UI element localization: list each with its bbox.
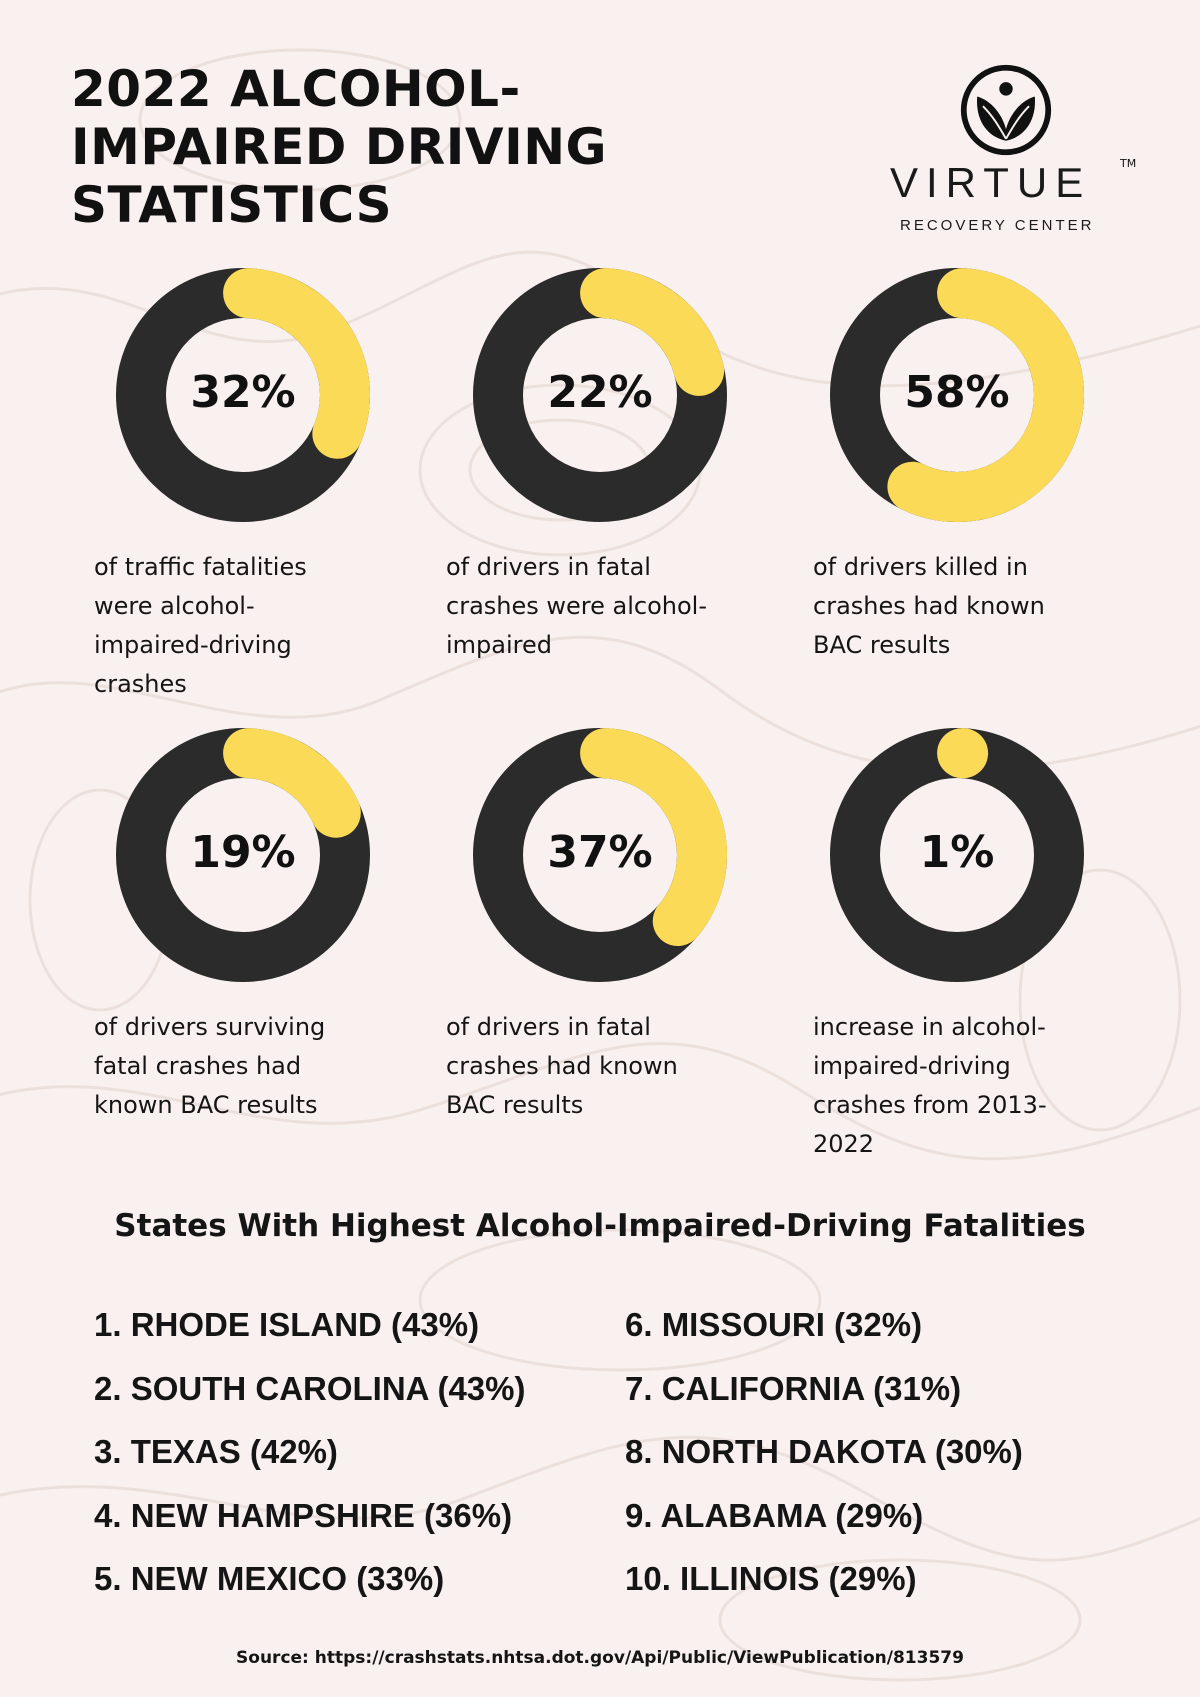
stat-percentage: 22% [547, 367, 653, 418]
donut-value-arc [223, 268, 370, 459]
donut-chart [473, 728, 727, 982]
caption-line: known BAC results [94, 1091, 318, 1119]
state-list-item: 6. MISSOURI (32%) [625, 1306, 923, 1343]
state-list-item: 5. NEW MEXICO (33%) [94, 1560, 445, 1597]
caption-line: crashes from 2013- [813, 1091, 1047, 1119]
stat-percentage: 1% [919, 827, 995, 878]
donut-chart [830, 728, 1084, 982]
donut-chart [116, 268, 370, 522]
caption-line: impaired [446, 631, 552, 659]
caption-line: of drivers killed in [813, 553, 1028, 581]
stat-percentage: 32% [190, 367, 296, 418]
stat-percentage: 37% [547, 827, 653, 878]
caption-line: were alcohol- [94, 592, 255, 620]
stat-caption: of drivers killed in crashes had known BAC… [813, 548, 1143, 665]
donut-value-arc [223, 728, 361, 838]
lotus-logo-icon [960, 64, 1052, 156]
state-list-item: 3. TEXAS (42%) [94, 1433, 338, 1470]
caption-line: crashes had known [813, 592, 1045, 620]
state-list-item: 8. NORTH DAKOTA (30%) [625, 1433, 1023, 1470]
stat-caption: increase in alcohol-impaired-driving cras… [813, 1008, 1143, 1164]
donut-chart [473, 268, 727, 522]
caption-line: of drivers surviving [94, 1013, 326, 1041]
caption-line: of drivers in fatal [446, 553, 651, 581]
logo-wordmark: VIRTUE [890, 159, 1092, 206]
caption-line: BAC results [813, 631, 951, 659]
state-list-item: 9. ALABAMA (29%) [625, 1496, 924, 1534]
states-heading: States With Highest Alcohol-Impaired-Dri… [114, 1208, 1086, 1244]
state-list-item: 7. CALIFORNIA (31%) [625, 1369, 962, 1407]
caption-line: fatal crashes had [94, 1052, 302, 1080]
caption-line: crashes had known [446, 1052, 678, 1080]
logo-subtitle: RECOVERY CENTER [900, 217, 1095, 234]
state-list-item: 4. NEW HAMPSHIRE (36%) [94, 1496, 513, 1534]
source-citation: Source: https://crashstats.nhtsa.dot.gov… [236, 1648, 964, 1668]
title-line: 2022 ALCOHOL- [71, 60, 521, 118]
stat-caption: of traffic fatalities were alcohol-impair… [94, 548, 424, 704]
caption-line: of drivers in fatal [446, 1013, 651, 1041]
title-line: STATISTICS [71, 176, 393, 234]
page-title: 2022 ALCOHOL- IMPAIRED DRIVING STATISTIC… [71, 60, 607, 234]
stat-caption: of drivers in fatal crashes were alcohol-… [446, 548, 776, 665]
caption-line: crashes were alcohol- [446, 592, 707, 620]
virtue-logo: VIRTUE TM RECOVERY CENTER [880, 62, 1150, 242]
caption-line: increase in alcohol- [813, 1013, 1046, 1041]
state-list-item: 10. ILLINOIS (29%) [625, 1560, 917, 1597]
title-line: IMPAIRED DRIVING [71, 118, 608, 176]
stat-caption: of drivers surviving fatal crashes had kno… [94, 1008, 424, 1125]
caption-line: of traffic fatalities [94, 553, 307, 581]
caption-line: impaired-driving [94, 631, 292, 659]
donut-chart [830, 268, 1084, 522]
state-list-item: 1. RHODE ISLAND (43%) [94, 1306, 480, 1343]
donut-value-arc [580, 268, 725, 396]
caption-line: crashes [94, 670, 187, 698]
caption-line: 2022 [813, 1130, 875, 1158]
donut-value-arc [887, 268, 1084, 522]
caption-line: impaired-driving [813, 1052, 1011, 1080]
stat-percentage: 19% [190, 827, 296, 878]
stat-caption: of drivers in fatal crashes had known BAC … [446, 1008, 776, 1125]
donut-value-arc [580, 728, 727, 947]
trademark: TM [1120, 157, 1137, 170]
state-list-item: 2. SOUTH CAROLINA (43%) [94, 1369, 526, 1407]
donut-chart [116, 728, 370, 982]
stat-percentage: 58% [904, 367, 1010, 418]
caption-line: BAC results [446, 1091, 584, 1119]
